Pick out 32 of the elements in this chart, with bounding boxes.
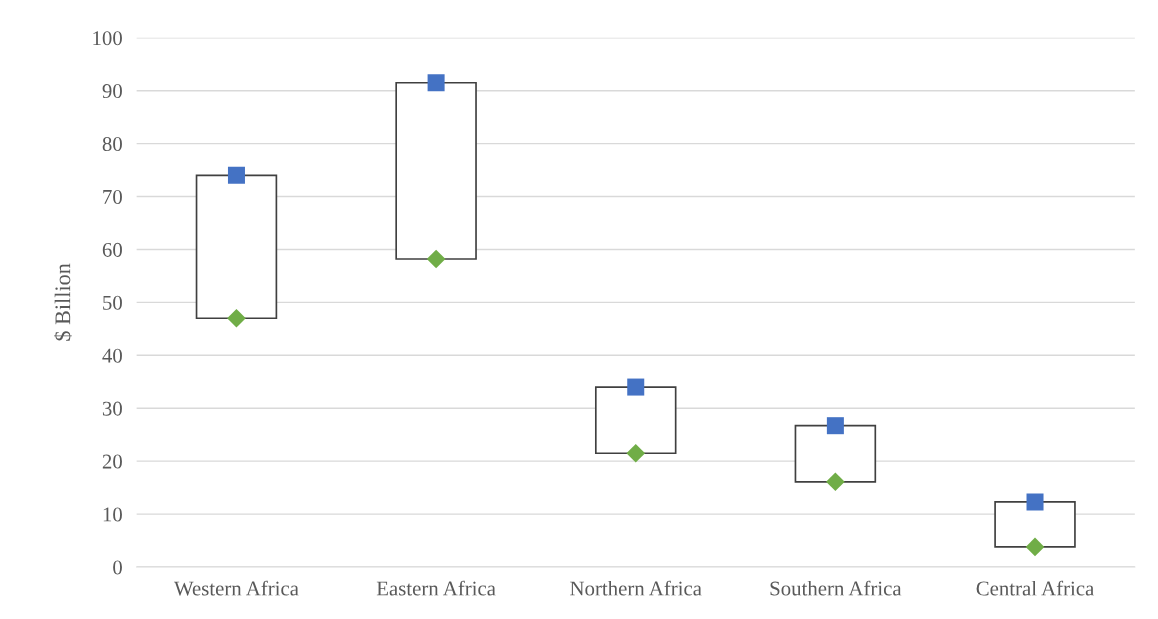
point — [1026, 493, 1044, 511]
x-tick-label: Western Africa — [173, 580, 299, 596]
point — [227, 308, 246, 328]
x-tick-label: Central Africa — [976, 580, 1095, 596]
point — [627, 378, 645, 396]
y-tick-label: 60 — [102, 242, 122, 257]
point — [826, 472, 845, 492]
bar — [395, 81, 477, 260]
point — [227, 166, 245, 184]
y-tick-label: 80 — [102, 136, 122, 152]
bar — [594, 386, 677, 455]
y-tick-label: 30 — [102, 401, 122, 416]
bar — [195, 174, 278, 320]
point — [426, 249, 446, 269]
y-tick-label: 20 — [102, 454, 122, 469]
y-tick-label: 40 — [102, 348, 122, 363]
x-tick-label: Eastern Africa — [376, 580, 496, 596]
y-axis-title: $ Billion — [54, 263, 72, 341]
y-tick-label: 90 — [102, 84, 122, 99]
bar — [994, 501, 1076, 548]
x-tick-label: Southern Africa — [770, 580, 902, 596]
y-tick-label: 50 — [103, 295, 122, 310]
point — [826, 417, 844, 435]
bar — [794, 424, 877, 483]
point — [1025, 537, 1045, 557]
point — [626, 443, 646, 463]
x-tick-label: Northern Africa — [570, 580, 702, 596]
y-tick-label: 100 — [93, 31, 122, 46]
y-tick-label: 10 — [103, 507, 122, 522]
y-tick-label: 0 — [113, 560, 122, 575]
point — [427, 74, 445, 92]
y-tick-label: 70 — [103, 189, 122, 204]
